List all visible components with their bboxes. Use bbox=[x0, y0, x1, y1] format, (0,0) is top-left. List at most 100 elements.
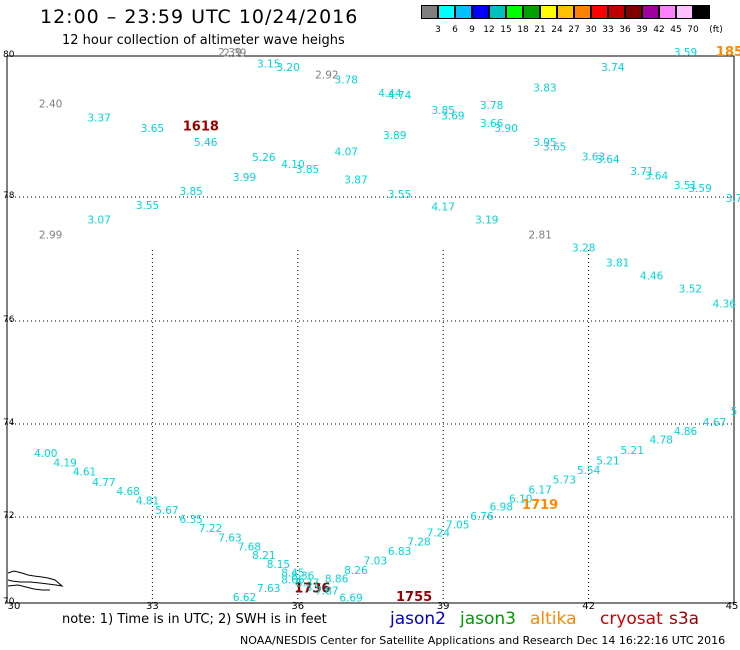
wave-height-value: 3.66 bbox=[480, 118, 504, 130]
color-scale-swatch bbox=[642, 5, 659, 19]
wave-height-value: 5.21 bbox=[621, 445, 644, 457]
satellite-label-jason2: jason2 bbox=[390, 609, 446, 629]
wave-height-value: 4.61 bbox=[73, 467, 96, 479]
wave-height-value: 3.64 bbox=[645, 170, 669, 182]
color-scale-tick-label: 30 bbox=[585, 25, 597, 35]
wave-height-value: 3.55 bbox=[136, 200, 159, 212]
wave-height-value: 3.69 bbox=[441, 110, 464, 122]
wave-height-value: 3.64 bbox=[596, 154, 620, 166]
page-title: 12:00 – 23:59 UTC 10/24/2016 bbox=[40, 6, 359, 28]
wave-height-value: 3.90 bbox=[495, 123, 518, 135]
color-scale-swatch bbox=[540, 5, 557, 19]
satellite-label-s3a: s3a bbox=[669, 609, 700, 629]
wave-height-value: 2.99 bbox=[39, 230, 62, 242]
wave-height-value: 3.71 bbox=[630, 166, 653, 178]
wave-height-value: 4.00 bbox=[34, 448, 57, 460]
wave-height-value: 2.39 bbox=[218, 47, 241, 59]
map-frame bbox=[6, 55, 735, 604]
wave-height-value: 6.76 bbox=[470, 511, 494, 523]
color-scale-swatch bbox=[591, 5, 608, 19]
wave-height-value: 5.46 bbox=[194, 137, 218, 149]
satellite-label-cryosat: cryosat bbox=[600, 609, 663, 629]
wave-height-value: 8.86 bbox=[325, 573, 349, 585]
wave-height-value: 7.24 bbox=[427, 527, 451, 539]
wave-height-value: 3.20 bbox=[276, 62, 299, 74]
color-scale-swatch bbox=[676, 5, 693, 19]
wave-height-value: 3.59 bbox=[674, 47, 697, 59]
lat-label-70: 70 bbox=[3, 597, 15, 607]
wave-height-value: 5.54 bbox=[577, 465, 601, 477]
color-scale-swatch bbox=[574, 5, 591, 19]
lon-label-42: 42 bbox=[582, 601, 595, 612]
color-scale-tick-label: 9 bbox=[469, 25, 475, 35]
wave-height-value: 3.65 bbox=[543, 141, 566, 153]
lon-label-39: 39 bbox=[436, 601, 450, 612]
wave-height-value: 4.67 bbox=[703, 417, 726, 429]
lat-label-74: 74 bbox=[3, 418, 15, 428]
page-subtitle: 12 hour collection of altimeter wave hei… bbox=[62, 33, 345, 48]
wave-height-value: 5.26 bbox=[252, 152, 276, 164]
wave-height-value: 3.37 bbox=[87, 113, 110, 125]
wave-height-value: 3.65 bbox=[141, 123, 164, 135]
lat-label-76: 76 bbox=[3, 315, 15, 325]
color-scale-swatch bbox=[421, 5, 438, 19]
wave-height-value: 7.03 bbox=[364, 555, 387, 567]
wave-height-value: 8.37 bbox=[296, 578, 319, 590]
wave-height-value: 3.15 bbox=[257, 58, 280, 70]
wave-height-value: 3.78 bbox=[480, 100, 503, 112]
wave-height-value: 4.86 bbox=[674, 426, 698, 438]
wave-height-value: 6.98 bbox=[490, 501, 513, 513]
color-scale-tick-label: 18 bbox=[517, 25, 529, 35]
time-stamp-label: 1736 bbox=[294, 581, 330, 596]
wave-height-value: 3.74 bbox=[601, 62, 625, 74]
wave-height-value: 3.19 bbox=[475, 215, 498, 227]
wave-height-value: 3.78 bbox=[335, 74, 358, 86]
wave-height-value: 3.95 bbox=[533, 137, 556, 149]
color-scale-tick-label: 3 bbox=[435, 25, 441, 35]
wave-height-value: 4.36 bbox=[713, 298, 737, 310]
wave-height-value: 3.87 bbox=[344, 175, 367, 187]
wave-height-value: 7.68 bbox=[238, 542, 261, 554]
wave-height-value: 6.10 bbox=[509, 494, 532, 506]
wave-height-value: 4.77 bbox=[92, 477, 115, 489]
wave-height-value: 5.73 bbox=[553, 475, 576, 487]
time-stamp-label: 1755 bbox=[396, 590, 432, 605]
color-scale-swatch bbox=[557, 5, 574, 19]
wave-height-value: 3.85 bbox=[296, 164, 319, 176]
wave-height-value: 3.81 bbox=[606, 257, 629, 269]
color-scale-unit: (ft) bbox=[709, 25, 723, 35]
color-scale-tick-label: 45 bbox=[670, 25, 682, 35]
color-scale-tick-label: 24 bbox=[551, 25, 563, 35]
lon-label-45: 45 bbox=[725, 601, 739, 612]
wave-height-value: 2.39 bbox=[223, 48, 246, 60]
wave-height-value: 4.81 bbox=[136, 495, 159, 507]
wave-height-value: 2.40 bbox=[39, 98, 62, 110]
wave-height-value: 6.62 bbox=[233, 592, 256, 604]
color-scale-swatch bbox=[438, 5, 455, 19]
color-scale-tick-label: 21 bbox=[534, 25, 546, 35]
color-scale-tick-label: 42 bbox=[653, 25, 665, 35]
color-scale-swatch bbox=[506, 5, 523, 19]
footnote: note: 1) Time is in UTC; 2) SWH is in fe… bbox=[62, 612, 327, 627]
lon-label-30: 30 bbox=[7, 601, 21, 612]
color-scale-tick-label: 12 bbox=[483, 25, 495, 35]
wave-height-value: 7.28 bbox=[407, 536, 430, 548]
wave-height-value: 8.36 bbox=[291, 570, 315, 582]
wave-height-value: 7.63 bbox=[257, 583, 280, 595]
wave-height-value: 3.52 bbox=[679, 283, 702, 295]
time-stamp-label: 1618 bbox=[183, 120, 219, 135]
lat-lon-grid bbox=[7, 196, 734, 603]
wave-height-value: 5.21 bbox=[596, 455, 619, 467]
wave-height-value: 4.46 bbox=[640, 270, 664, 282]
wave-height-value: 3.7 bbox=[726, 193, 740, 205]
wave-height-value: 3.51 bbox=[674, 180, 697, 192]
time-stamp-label: 1857 bbox=[716, 45, 740, 60]
wave-height-value: 5.67 bbox=[155, 505, 178, 517]
color-scale-tick-label: 70 bbox=[687, 25, 699, 35]
wave-height-value: 8.15 bbox=[267, 559, 290, 571]
wave-height-value: 7.05 bbox=[446, 520, 469, 532]
credit-line: NOAA/NESDIS Center for Satellite Applica… bbox=[240, 634, 726, 647]
lat-label-78: 78 bbox=[3, 191, 15, 201]
color-scale-tick-label: 15 bbox=[500, 25, 512, 35]
